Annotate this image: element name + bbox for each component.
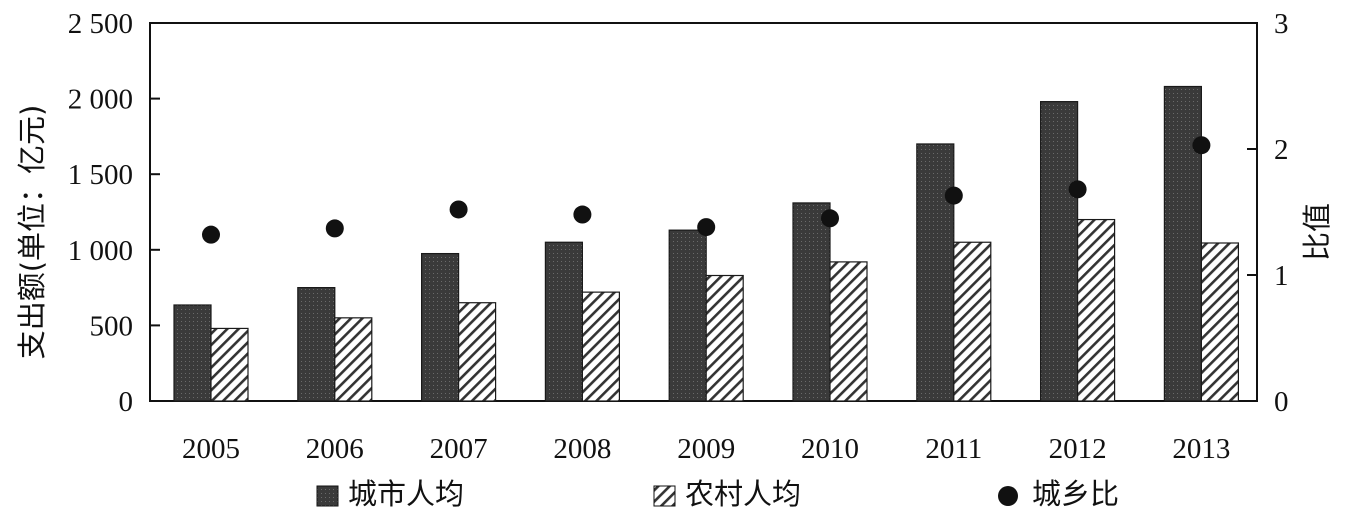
bar-urban-2009 xyxy=(668,229,707,402)
legend-label-ratio: 城乡比 xyxy=(1032,477,1119,511)
legend-swatch-rural xyxy=(653,485,676,507)
x-tick-label-2010: 2010 xyxy=(801,433,859,465)
point-ratio-2008 xyxy=(573,205,592,224)
bar-rural-2010 xyxy=(829,261,868,402)
bar-urban-2010 xyxy=(792,202,831,402)
legend-label-rural: 农村人均 xyxy=(685,477,801,511)
y-tick-label: 2 500 xyxy=(68,8,133,40)
y-axis-title: 支出额(单位：亿元) xyxy=(15,105,49,360)
bar-urban-2006 xyxy=(297,287,336,402)
y-tick-label: 500 xyxy=(90,310,134,342)
y-tick-label: 1 000 xyxy=(68,235,133,267)
bar-urban-2011 xyxy=(916,143,955,402)
x-tick-label-2007: 2007 xyxy=(430,433,488,465)
point-ratio-2005 xyxy=(202,225,220,244)
bar-urban-2013 xyxy=(1163,85,1203,402)
bar-urban-2012 xyxy=(1039,101,1079,402)
point-ratio-2007 xyxy=(449,200,468,219)
point-ratio-2006 xyxy=(325,219,344,238)
point-ratio-2010 xyxy=(821,209,839,228)
y2-tick-label: 1 xyxy=(1274,260,1289,292)
x-tick-label-2005: 2005 xyxy=(182,433,240,465)
x-tick-label-2006: 2006 xyxy=(306,433,364,465)
point-ratio-2012 xyxy=(1068,180,1087,199)
bar-urban-2005 xyxy=(173,304,212,402)
y-tick-label: 1 500 xyxy=(68,159,133,191)
right-axis-ticks: 0 1 2 3 xyxy=(1247,8,1289,418)
y-tick-label: 2 000 xyxy=(68,84,133,116)
bars xyxy=(173,85,1240,402)
x-tick-label-2011: 2011 xyxy=(925,433,982,465)
x-axis-ticks: 2005 2006 2007 2008 2009 2010 2011 2012 2013 xyxy=(182,433,1230,465)
bar-rural-2011 xyxy=(953,241,992,402)
x-tick-label-2008: 2008 xyxy=(553,433,611,465)
bar-rural-2007 xyxy=(458,302,497,402)
y2-tick-label: 2 xyxy=(1274,134,1289,166)
x-tick-label-2013: 2013 xyxy=(1172,433,1230,465)
y2-axis-title: 比值 xyxy=(1300,203,1334,261)
x-tick-label-2012: 2012 xyxy=(1049,433,1107,465)
bar-rural-2006 xyxy=(334,317,373,402)
bar-rural-2009 xyxy=(705,274,744,402)
bar-rural-2013 xyxy=(1200,242,1240,402)
y2-tick-label: 0 xyxy=(1274,386,1289,418)
bar-rural-2012 xyxy=(1076,218,1116,402)
y2-tick-label: 3 xyxy=(1274,8,1289,40)
point-ratio-2011 xyxy=(944,186,963,205)
legend-label-urban: 城市人均 xyxy=(348,477,464,511)
point-ratio-2013 xyxy=(1192,136,1211,155)
bar-urban-2008 xyxy=(544,241,584,402)
y-tick-label: 0 xyxy=(119,386,134,418)
bar-rural-2005 xyxy=(210,327,249,402)
legend-marker-ratio xyxy=(998,486,1018,506)
ratio-points xyxy=(202,136,1211,244)
x-tick-label-2009: 2009 xyxy=(677,433,735,465)
left-axis-ticks: 0 500 1 000 1 500 2 000 2 500 xyxy=(68,8,160,418)
bar-urban-2007 xyxy=(421,252,460,402)
bar-rural-2008 xyxy=(581,291,621,402)
point-ratio-2009 xyxy=(697,218,716,237)
legend-swatch-urban xyxy=(316,485,339,507)
legend: 城市人均 农村人均 城乡比 xyxy=(316,477,1119,511)
